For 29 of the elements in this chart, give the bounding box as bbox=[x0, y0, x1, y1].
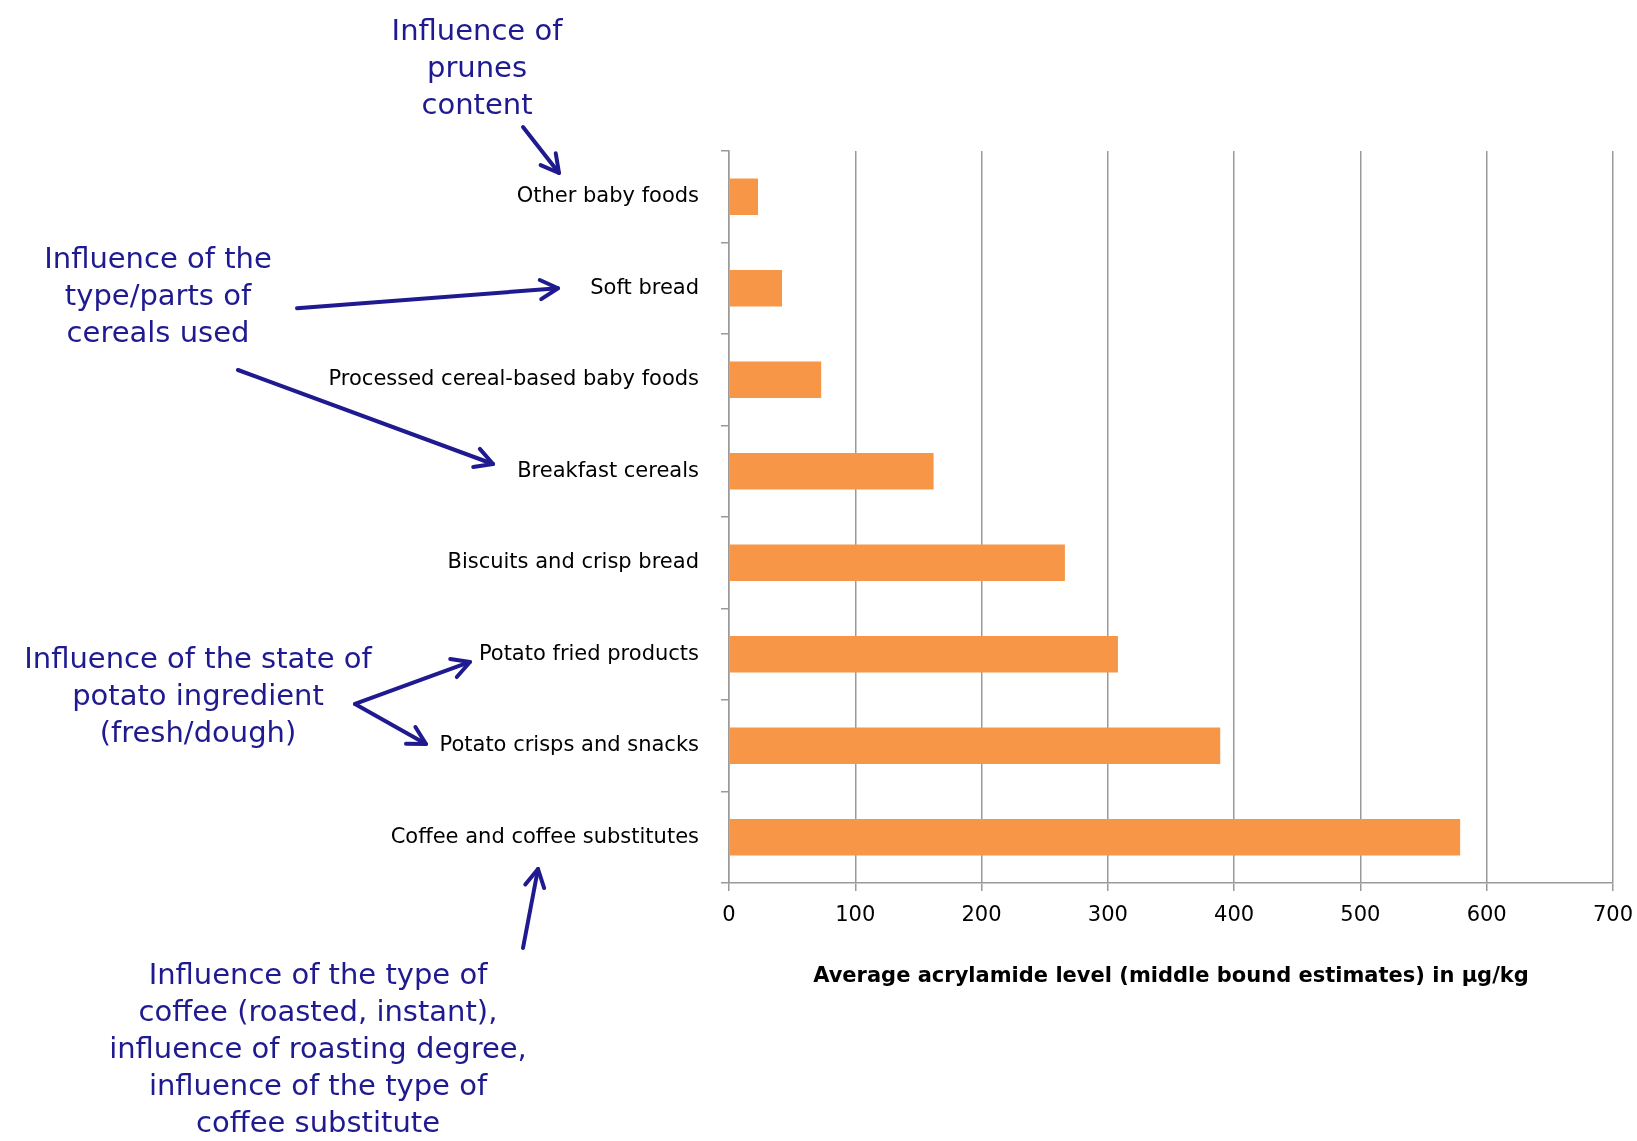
bar bbox=[729, 635, 1118, 673]
bar bbox=[729, 178, 759, 216]
x-tick-label: 100 bbox=[835, 902, 876, 927]
x-tick-label: 200 bbox=[961, 902, 1002, 927]
x-axis-title: Average acrylamide level (middle bound estimates) in µg/kg bbox=[813, 962, 1529, 987]
y-tick-label: Potato crisps and snacks bbox=[439, 732, 699, 757]
y-tick-label: Soft bread bbox=[590, 274, 699, 299]
x-tick-label: 700 bbox=[1592, 902, 1634, 927]
x-tick-label: 300 bbox=[1087, 902, 1128, 927]
text: Influence of the state of potato ingredient (fresh/dough) bbox=[23, 640, 374, 751]
x-tick-label: 600 bbox=[1466, 902, 1507, 927]
bar bbox=[729, 727, 1221, 765]
bar bbox=[729, 544, 1065, 582]
bar bbox=[729, 452, 934, 490]
text: Influence of the type of coffee (roasted, instant), influence of roasting degree, influence of the type of coffee substitute bbox=[108, 956, 528, 1141]
y-tick-label: Potato fried products bbox=[478, 640, 699, 665]
y-tick-label: Breakfast cereals bbox=[517, 457, 699, 482]
y-tick-label: Coffee and coffee substitutes bbox=[390, 823, 699, 848]
x-tick-label: 0 bbox=[722, 902, 736, 927]
x-tick-label: 500 bbox=[1340, 902, 1381, 927]
text: Influence of the type/parts of cereals used bbox=[43, 240, 273, 351]
y-tick-label: Biscuits and crisp bread bbox=[447, 549, 699, 574]
text: Influence of prunes content bbox=[390, 12, 564, 123]
x-tick-label: 400 bbox=[1214, 902, 1255, 927]
y-tick-label: Processed cereal-based baby foods bbox=[328, 366, 699, 391]
bar bbox=[729, 361, 822, 399]
bar bbox=[729, 818, 1461, 856]
bar bbox=[729, 269, 783, 307]
y-tick-label: Other baby foods bbox=[516, 183, 699, 208]
